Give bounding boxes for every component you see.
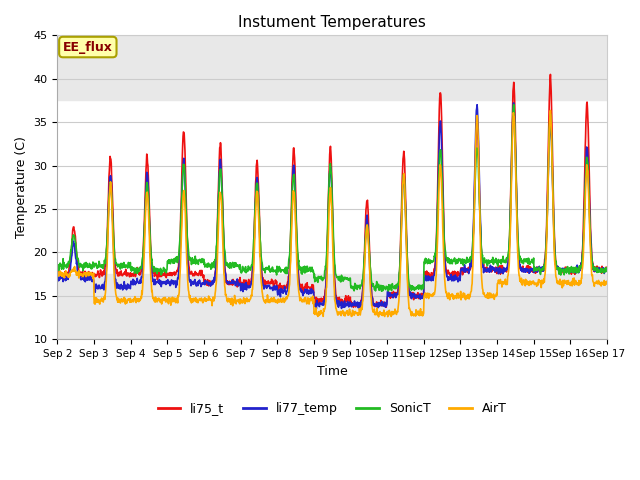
Y-axis label: Temperature (C): Temperature (C) <box>15 136 28 238</box>
Legend: li75_t, li77_temp, SonicT, AirT: li75_t, li77_temp, SonicT, AirT <box>153 397 511 420</box>
X-axis label: Time: Time <box>317 365 348 378</box>
Bar <box>58 274 607 339</box>
Title: Instument Temperatures: Instument Temperatures <box>238 15 426 30</box>
Bar <box>58 36 607 100</box>
Text: EE_flux: EE_flux <box>63 40 113 54</box>
